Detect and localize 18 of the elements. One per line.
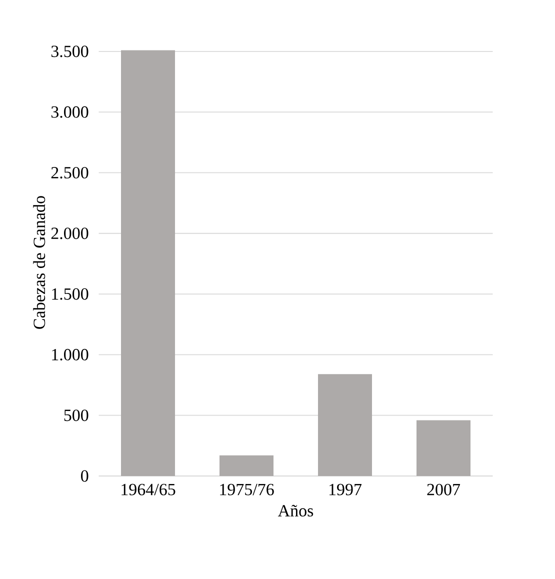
x-axis-title: Años <box>278 504 314 516</box>
y-tick-label: 500 <box>64 410 88 422</box>
y-tick-label: 3.000 <box>51 106 88 118</box>
bar <box>121 50 175 476</box>
y-tick-label: 3.500 <box>51 46 88 58</box>
y-tick-label: 2.000 <box>51 228 88 240</box>
y-tick-label: 1.000 <box>52 348 88 360</box>
x-tick-label: 1975/76 <box>220 484 274 496</box>
bar <box>416 420 470 476</box>
y-axis-title: Cabezas de Ganado <box>33 196 46 329</box>
bar <box>220 455 274 476</box>
x-tick-label: 1964/65 <box>122 484 176 496</box>
y-tick-label: 1.500 <box>52 288 88 300</box>
x-tick-label: 1997 <box>330 484 362 496</box>
y-tick-label: 0 <box>81 470 88 482</box>
x-tick-label: 2007 <box>427 484 460 496</box>
y-tick-label: 2.500 <box>51 166 88 178</box>
bar <box>318 374 372 476</box>
